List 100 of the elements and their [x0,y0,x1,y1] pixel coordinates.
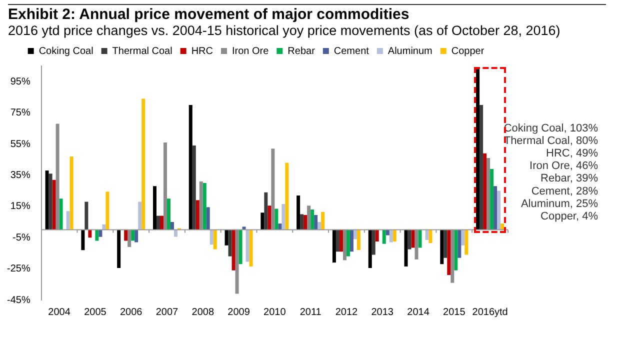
bar [117,230,121,268]
chart-title: Exhibit 2: Annual price movement of major commodities [8,6,410,23]
bar [192,146,196,230]
bar [278,224,282,230]
bar [486,158,490,230]
bar [152,186,156,230]
text: Aluminum, 25% [520,198,598,210]
bar [411,230,415,248]
bar [264,192,268,230]
bar [300,214,304,230]
x-tick-label: 2012 [335,306,358,318]
bar [131,230,135,241]
bar [386,230,390,236]
bar [163,142,167,230]
bar [166,198,170,230]
legend-label: Rebar [288,46,316,57]
bar [224,230,228,246]
bar [246,230,250,262]
bar [318,222,322,230]
bar [274,208,278,230]
bar [368,230,372,268]
bar [392,230,396,242]
bar [124,230,128,241]
y-tick-label: 15% [10,201,30,212]
bar [206,207,210,230]
bar [249,230,253,266]
bar [134,230,138,242]
bar [346,230,350,256]
bar [56,124,60,230]
bar [428,230,432,244]
bar [106,192,110,230]
bar [228,230,232,256]
bar [483,153,487,230]
bar [310,210,314,230]
legend-label: Thermal Coal [112,46,172,57]
bar [202,183,206,230]
bar [450,230,454,283]
bar [66,211,70,230]
bar [170,222,174,230]
x-tick-label: 2014 [407,306,430,318]
bar [268,206,272,230]
legend-label: Cement [334,46,370,57]
y-tick-label: -45% [6,294,30,306]
bar [382,230,386,244]
bar [81,230,85,250]
bar [375,230,379,242]
bar [128,230,132,247]
bar [332,230,336,263]
bar [210,230,214,245]
bar [95,230,99,241]
bar [414,230,418,260]
y-tick-label: 95% [10,76,30,88]
bar [59,198,63,230]
bar [232,230,236,270]
bar [464,230,468,255]
annotation: Thermal Coal, 80% [504,134,598,147]
bar [45,170,49,230]
bar [404,230,408,266]
bar [307,206,311,230]
bar [356,230,360,250]
bar [52,180,56,230]
x-tick-label: 2007 [156,306,179,318]
bar [494,186,498,230]
bar [188,105,192,230]
bar [196,200,200,230]
bar [497,190,501,230]
bar [461,230,465,246]
bar [48,174,52,230]
bar [160,216,164,230]
bar [285,162,289,230]
x-tick-label: 2006 [120,306,143,318]
bar [440,230,444,264]
bar [88,230,92,238]
bar [372,230,376,255]
bar [238,230,242,264]
bar [98,230,102,237]
x-tick-label: 2008 [192,306,214,318]
y-tick-label: 35% [10,170,30,181]
x-tick-label: 2016ytd [472,306,508,318]
bar [199,181,203,230]
text: Cement, 28% [531,185,598,198]
bar [304,214,308,230]
bar [282,204,286,230]
legend-label: Iron Ore [232,46,270,57]
bar [339,230,343,252]
bar [476,69,480,230]
bar [350,230,354,252]
bar [296,195,300,230]
bar [321,212,325,230]
bar [213,230,217,250]
bar [425,230,429,240]
x-tick-label: 2013 [371,306,394,318]
bar [102,224,106,230]
bar [138,202,142,230]
bar [447,230,451,276]
bar [480,105,484,230]
bar [336,230,340,252]
bar [444,230,448,258]
x-tick-label: 2005 [84,306,107,318]
x-tick-label: 2004 [48,306,71,318]
